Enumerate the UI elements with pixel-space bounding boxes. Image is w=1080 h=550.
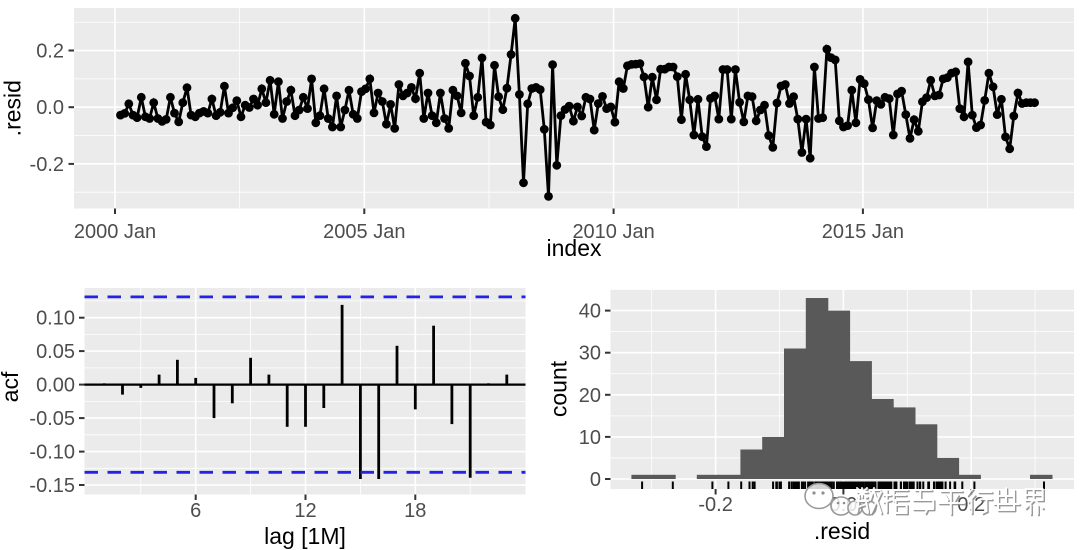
- svg-text:0.2: 0.2: [36, 41, 64, 63]
- svg-text:lag [1M]: lag [1M]: [264, 523, 346, 549]
- svg-text:12: 12: [294, 500, 316, 522]
- svg-text:40: 40: [579, 301, 601, 323]
- svg-text:2010 Jan: 2010 Jan: [572, 221, 654, 243]
- svg-text:0: 0: [590, 469, 601, 491]
- svg-text:2000 Jan: 2000 Jan: [74, 221, 156, 243]
- svg-text:-0.2: -0.2: [30, 154, 64, 176]
- svg-text:20: 20: [579, 385, 601, 407]
- svg-text:-0.2: -0.2: [698, 494, 732, 516]
- svg-text:0.0: 0.0: [36, 97, 64, 119]
- svg-text:-0.05: -0.05: [29, 408, 75, 430]
- svg-text:0.05: 0.05: [36, 341, 75, 363]
- svg-text:2015 Jan: 2015 Jan: [822, 221, 904, 243]
- svg-text:index: index: [547, 235, 602, 261]
- svg-text:30: 30: [579, 343, 601, 365]
- svg-text:.resid: .resid: [0, 80, 26, 136]
- svg-text:0.10: 0.10: [36, 308, 75, 330]
- svg-text:-0.15: -0.15: [29, 475, 75, 497]
- svg-text:10: 10: [579, 427, 601, 449]
- svg-text:count: count: [546, 360, 572, 417]
- svg-text:.resid: .resid: [814, 518, 870, 544]
- svg-text:0.00: 0.00: [36, 375, 75, 397]
- svg-text:acf: acf: [0, 371, 23, 402]
- svg-text:18: 18: [404, 500, 426, 522]
- svg-text:2005 Jan: 2005 Jan: [323, 221, 405, 243]
- svg-text:-0.10: -0.10: [29, 442, 75, 464]
- svg-text:6: 6: [190, 500, 201, 522]
